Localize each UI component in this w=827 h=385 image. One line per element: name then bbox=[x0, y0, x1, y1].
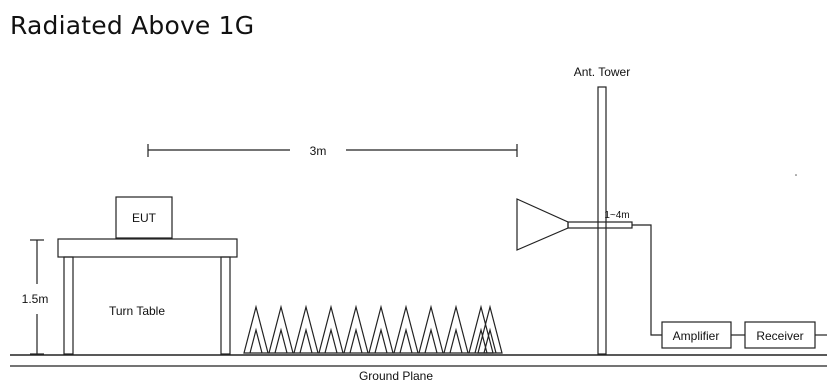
absorber-cone bbox=[418, 304, 444, 354]
height-range-label: 1~4m bbox=[604, 210, 629, 221]
stray-dot bbox=[795, 174, 797, 176]
table-height-label: 1.5m bbox=[22, 292, 49, 306]
horn-antenna bbox=[516, 198, 633, 251]
antenna-cable bbox=[632, 224, 662, 336]
absorber-cone bbox=[443, 304, 469, 354]
absorber-cone bbox=[293, 304, 319, 354]
absorber-cone bbox=[343, 304, 369, 354]
turn-table-label: Turn Table bbox=[109, 304, 165, 318]
turn-table bbox=[57, 238, 238, 355]
absorber-cone bbox=[268, 304, 294, 354]
ant-tower-label: Ant. Tower bbox=[574, 65, 630, 79]
absorber-cone bbox=[318, 304, 344, 354]
antenna-tower bbox=[597, 86, 607, 355]
amplifier-label: Amplifier bbox=[673, 329, 720, 343]
receiver-label: Receiver bbox=[756, 329, 803, 343]
absorber-cone bbox=[477, 304, 503, 354]
absorber-cones bbox=[243, 304, 503, 354]
table-height-dimension bbox=[30, 239, 44, 355]
distance-dimension bbox=[147, 144, 518, 157]
eut-box bbox=[115, 196, 173, 239]
absorber-cone bbox=[393, 304, 419, 354]
absorber-cone bbox=[243, 304, 269, 354]
absorber-cone bbox=[368, 304, 394, 354]
distance-label: 3m bbox=[310, 144, 327, 158]
ground-plane-label: Ground Plane bbox=[359, 369, 433, 383]
page-title: Radiated Above 1G bbox=[10, 11, 255, 40]
eut-label: EUT bbox=[132, 211, 157, 225]
